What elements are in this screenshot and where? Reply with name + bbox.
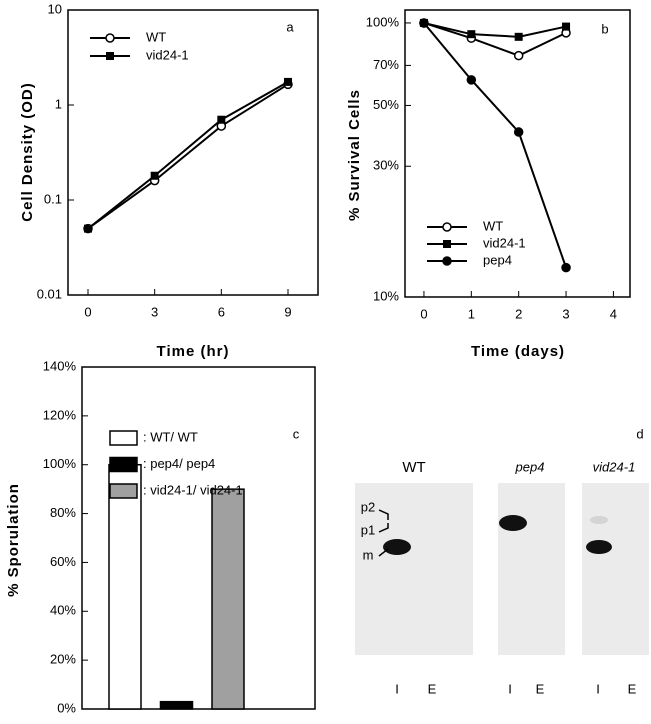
lane-label: E (628, 681, 637, 696)
marker (150, 171, 159, 180)
gel-band (590, 516, 608, 524)
legend-marker (443, 240, 451, 248)
band-label: p1 (361, 522, 375, 537)
legend-label: WT (146, 29, 166, 44)
lane-title: pep4 (515, 459, 545, 474)
lane-label: I (508, 681, 512, 696)
y-tick-label: 50% (373, 97, 399, 112)
y-tick-label: 100% (366, 14, 400, 29)
marker (419, 18, 429, 28)
lane-label: E (536, 681, 545, 696)
x-tick-label: 9 (284, 304, 291, 319)
legend-label: : vid24-1/ vid24-1 (143, 482, 243, 497)
marker (467, 30, 476, 39)
x-tick-label: 3 (562, 306, 569, 321)
gel-band (383, 539, 411, 555)
lane-title: vid24-1 (593, 459, 636, 474)
lane-label: I (395, 681, 399, 696)
legend-label: : pep4/ pep4 (143, 456, 215, 471)
panel-label: a (286, 19, 294, 34)
series-line (423, 21, 567, 38)
chart-panel: a Cell Density (OD) Time (hr) 0.01 0.1 1 10 0 3 6… (19, 1, 319, 360)
legend-swatch (109, 430, 138, 446)
x-tick-label: 1 (468, 306, 475, 321)
legend-marker (105, 33, 115, 43)
lane-title: WT (402, 459, 425, 476)
panel-label: c (293, 426, 300, 441)
legend-marker (442, 256, 452, 266)
panel-label: b (601, 21, 608, 36)
bar (108, 463, 142, 710)
x-tick-label: 0 (420, 306, 427, 321)
y-tick-label: 70% (373, 57, 399, 72)
y-tick-label: 10% (373, 288, 399, 303)
band-pointer (378, 509, 389, 557)
y-axis-title: Cell Density (OD) (19, 82, 36, 222)
marker (513, 50, 524, 61)
gel-lane (355, 483, 473, 655)
y-tick-label: 60% (50, 554, 76, 569)
y-axis-title: % Sporulation (5, 483, 22, 597)
y-tick-label: 10 (48, 1, 62, 16)
gel-panel: d WT pep4 vid24-1 p2 p1 m I E I E I E (355, 426, 649, 696)
x-axis-title: Time (hr) (157, 343, 230, 360)
marker (513, 127, 524, 137)
legend-label: vid24-1 (146, 47, 189, 62)
y-tick-label: 80% (50, 505, 76, 520)
x-tick-label: 3 (151, 304, 158, 319)
legend-label: pep4 (483, 252, 512, 267)
series-line (423, 22, 567, 57)
panel-label: d (636, 426, 643, 441)
y-tick-label: 20% (50, 652, 76, 667)
marker (284, 77, 292, 86)
marker (217, 115, 226, 124)
marker (562, 22, 571, 31)
y-axis-title: % Survival Cells (346, 89, 363, 221)
legend-swatch (109, 483, 138, 499)
y-tick-label: 30% (373, 158, 399, 173)
legend-swatch (109, 456, 138, 473)
lane-label: E (428, 681, 437, 696)
y-tick-label: 0.1 (44, 191, 62, 206)
marker (466, 75, 477, 85)
series-line (87, 83, 289, 230)
x-tick-label: 0 (84, 304, 91, 319)
chart-panel: c % Sporulation 0% 20% 40% 60% 80% 100% 120% 140%… (5, 358, 316, 715)
y-tick-label: 1 (55, 96, 62, 111)
gel-lane (498, 483, 565, 655)
x-tick-label: 4 (610, 306, 617, 321)
lane-label: I (596, 681, 600, 696)
legend-label: : WT/ WT (143, 429, 198, 444)
gel-band (499, 515, 527, 531)
y-tick-label: 40% (50, 603, 76, 618)
legend-marker (106, 52, 114, 60)
gel-band (586, 540, 612, 554)
y-tick-label: 0.01 (37, 286, 62, 301)
y-tick-label: 100% (43, 456, 77, 471)
marker (561, 262, 571, 273)
band-label: m (363, 547, 374, 562)
legend-label: WT (483, 218, 503, 233)
band-label: p2 (361, 499, 375, 514)
legend-label: vid24-1 (483, 235, 526, 250)
marker (84, 224, 92, 233)
x-tick-label: 6 (218, 304, 225, 319)
plot-frame (404, 9, 631, 298)
x-axis-title: Time (days) (471, 343, 565, 360)
series-line (87, 81, 289, 230)
legend-marker (442, 222, 452, 232)
gel-lane (582, 483, 649, 655)
plot-frame (81, 366, 316, 710)
y-tick-label: 140% (43, 358, 77, 373)
y-tick-label: 0% (57, 700, 76, 715)
bar (159, 700, 194, 710)
bar (211, 488, 245, 710)
plot-frame (67, 9, 319, 296)
y-tick-label: 120% (43, 407, 77, 422)
marker (514, 32, 523, 41)
series-line (423, 22, 567, 268)
x-tick-label: 2 (515, 306, 522, 321)
